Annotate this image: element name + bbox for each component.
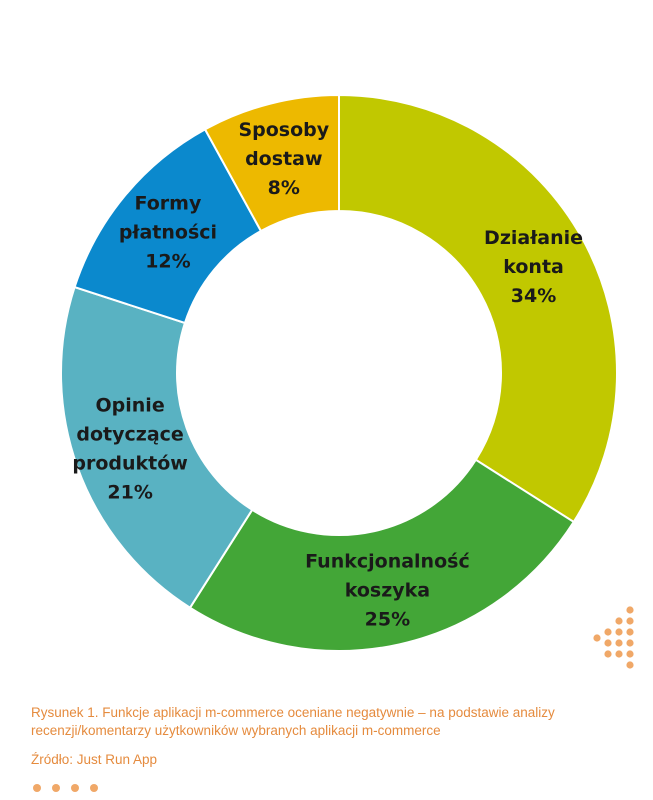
slice-name-label: koszyka [345, 580, 430, 602]
arrow-dots-decoration [593, 606, 634, 669]
footer-dots-decoration [33, 784, 98, 792]
decoration-dot [626, 628, 634, 636]
decoration-dot [604, 639, 612, 647]
footer-dot [71, 784, 79, 792]
slice-label: Funkcjonalność koszyka 25% [305, 551, 470, 631]
slice-name-label: Opinie [96, 395, 165, 417]
decoration-dot [626, 650, 634, 658]
slice-value-label: 12% [145, 250, 190, 272]
footer-dot [52, 784, 60, 792]
figure-source: Źródło: Just Run App [31, 752, 158, 767]
slice-value-label: 8% [268, 177, 300, 199]
slice-value-label: 34% [511, 285, 556, 307]
slice-label: Działanie konta 34% [484, 227, 583, 307]
slice-name-label: Sposoby [238, 119, 329, 141]
slice-label: Sposoby dostaw 8% [238, 119, 329, 199]
slice-label: Formy płatności 12% [119, 192, 217, 272]
figure-caption: Rysunek 1. Funkcje aplikacji m-commerce … [31, 705, 555, 738]
slice-name-label: Działanie [484, 227, 583, 249]
footer-dot [90, 784, 98, 792]
donut-slice [203, 93, 340, 233]
donut-chart: Działanie konta 34% Funkcjonalność koszyka 25… [60, 93, 618, 652]
slice-name-label: Formy [135, 192, 202, 214]
decoration-dot [604, 650, 612, 658]
decoration-dot [626, 639, 634, 647]
slice-name-label: produktów [72, 453, 187, 475]
slice-name-label: płatności [119, 221, 217, 243]
decoration-dot [615, 639, 623, 647]
decoration-dot [615, 628, 623, 636]
decoration-dot [626, 617, 634, 625]
footer-dot [33, 784, 41, 792]
donut-slice [188, 458, 576, 652]
slice-name-label: konta [503, 256, 564, 278]
slice-name-label: Funkcjonalność [305, 551, 470, 573]
slice-name-label: dotyczące [76, 424, 183, 446]
decoration-dot [626, 606, 634, 614]
decoration-dot [615, 617, 623, 625]
decoration-dot [604, 628, 612, 636]
decoration-dot [593, 634, 601, 642]
slice-name-label: dostaw [245, 148, 322, 170]
donut-slice [60, 285, 254, 610]
decoration-dot [626, 661, 634, 669]
slice-label: Opinie dotyczące produktów 21% [72, 395, 187, 504]
slice-value-label: 25% [365, 609, 410, 631]
decoration-dot [615, 650, 623, 658]
slice-value-label: 21% [107, 482, 152, 504]
donut-slice [338, 93, 618, 524]
